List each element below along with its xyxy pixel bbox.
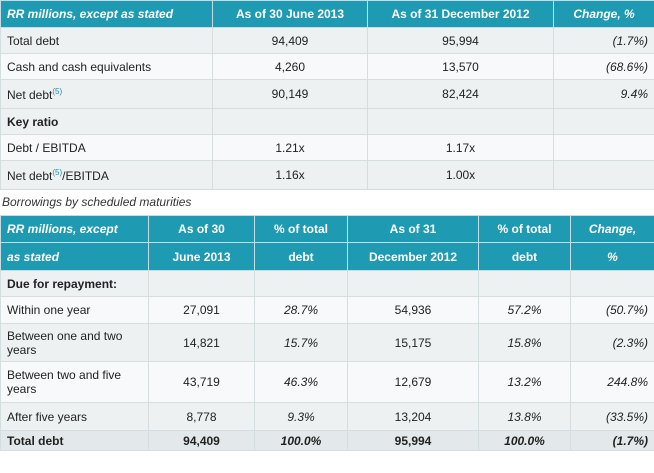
debt-summary-table: RR millions, except as stated As of 30 J… (0, 0, 654, 190)
row-label-net-debt: Net debt(5) (0, 79, 213, 109)
row-label-net-debt-ebitda: Net debt(5)/EBITDA (0, 160, 213, 190)
value-june-2013: 27,091 (148, 296, 255, 324)
header-pct-2-cont: debt (478, 242, 571, 271)
value-june-2013: 8,778 (148, 402, 255, 431)
table-row: Total debt 94,409 95,994 (1.7%) (0, 27, 654, 54)
value-june-2013: 14,821 (148, 323, 255, 362)
value-pct-1: 46.3% (254, 361, 348, 403)
table-row: Net debt(5) 90,149 82,424 9.4% (0, 79, 654, 109)
value-june-2013: 90,149 (212, 79, 368, 109)
header-june-2013-cont: June 2013 (148, 242, 255, 271)
value-change: 244.8% (570, 361, 654, 403)
value-pct-2: 57.2% (478, 296, 571, 324)
section-row: Due for repayment: (0, 270, 654, 297)
header-change-cont: % (570, 242, 654, 271)
row-label: Within one year (0, 296, 149, 324)
value-june-2013: 1.16x (212, 160, 368, 190)
header-label: RR millions, except as stated (0, 0, 213, 28)
header-dec-2012-cont: December 2012 (347, 242, 479, 271)
row-label: After five years (0, 402, 149, 431)
value-june-2013: 94,409 (212, 27, 368, 54)
header-dec-2012: As of 31 (347, 215, 479, 243)
section-row: Key ratio (0, 108, 654, 135)
value-june-2013: 1.21x (212, 134, 368, 161)
value-pct-2: 13.8% (478, 402, 571, 431)
value-change: 9.4% (553, 79, 654, 109)
value-pct-1: 28.7% (254, 296, 348, 324)
value-change: (33.5%) (570, 402, 654, 431)
value-dec-2012: 15,175 (347, 323, 479, 362)
value-dec-2012: 82,424 (367, 79, 554, 109)
row-label: Total debt (0, 27, 213, 54)
table-row: Cash and cash equivalents 4,260 13,570 (… (0, 53, 654, 80)
table-row: Net debt(5)/EBITDA 1.16x 1.00x (0, 160, 654, 190)
header-label-cont: as stated (0, 242, 149, 271)
value-pct-1: 9.3% (254, 402, 348, 431)
value-pct-2: 15.8% (478, 323, 571, 362)
table-row: Debt / EBITDA 1.21x 1.17x (0, 134, 654, 161)
row-label: Cash and cash equivalents (0, 53, 213, 80)
value-june-2013: 43,719 (148, 361, 255, 403)
header-dec-2012: As of 31 December 2012 (367, 0, 554, 28)
section-caption: Borrowings by scheduled maturities (2, 195, 192, 209)
value-change: (68.6%) (553, 53, 654, 80)
total-row: Total debt 94,409 100.0% 95,994 100.0% (… (0, 430, 654, 451)
header-label: RR millions, except (0, 215, 149, 243)
section-label: Key ratio (0, 108, 213, 135)
value-dec-2012: 12,679 (347, 361, 479, 403)
value-pct-1: 100.0% (254, 430, 348, 451)
footnote-marker: (5) (52, 167, 63, 177)
value-change: (1.7%) (553, 27, 654, 54)
value-dec-2012: 13,570 (367, 53, 554, 80)
table-row: Between one and two years 14,821 15.7% 1… (0, 323, 654, 362)
value-dec-2012: 54,936 (347, 296, 479, 324)
table-row: Between two and five years 43,719 46.3% … (0, 361, 654, 403)
header-pct-2: % of total (478, 215, 571, 243)
header-june-2013: As of 30 (148, 215, 255, 243)
header-june-2013: As of 30 June 2013 (212, 0, 368, 28)
value-dec-2012: 13,204 (347, 402, 479, 431)
value-pct-2: 100.0% (478, 430, 571, 451)
value-dec-2012: 1.00x (367, 160, 554, 190)
header-change: Change, % (553, 0, 654, 28)
row-label: Debt / EBITDA (0, 134, 213, 161)
header-pct-1-cont: debt (254, 242, 348, 271)
row-label: Between two and five years (0, 361, 149, 403)
table-row: Within one year 27,091 28.7% 54,936 57.2… (0, 296, 654, 324)
value-june-2013: 4,260 (212, 53, 368, 80)
row-label: Total debt (0, 430, 149, 451)
value-change: (1.7%) (570, 430, 654, 451)
section-label: Due for repayment: (0, 270, 149, 297)
value-dec-2012: 1.17x (367, 134, 554, 161)
footnote-marker: (5) (52, 86, 63, 96)
maturities-table: RR millions, except As of 30 % of total … (0, 215, 654, 451)
header-pct-1: % of total (254, 215, 348, 243)
value-pct-2: 13.2% (478, 361, 571, 403)
row-label: Between one and two years (0, 323, 149, 362)
header-change: Change, (570, 215, 654, 243)
value-dec-2012: 95,994 (367, 27, 554, 54)
value-dec-2012: 95,994 (347, 430, 479, 451)
value-change: (50.7%) (570, 296, 654, 324)
table-row: After five years 8,778 9.3% 13,204 13.8%… (0, 402, 654, 431)
value-june-2013: 94,409 (148, 430, 255, 451)
value-change: (2.3%) (570, 323, 654, 362)
value-pct-1: 15.7% (254, 323, 348, 362)
